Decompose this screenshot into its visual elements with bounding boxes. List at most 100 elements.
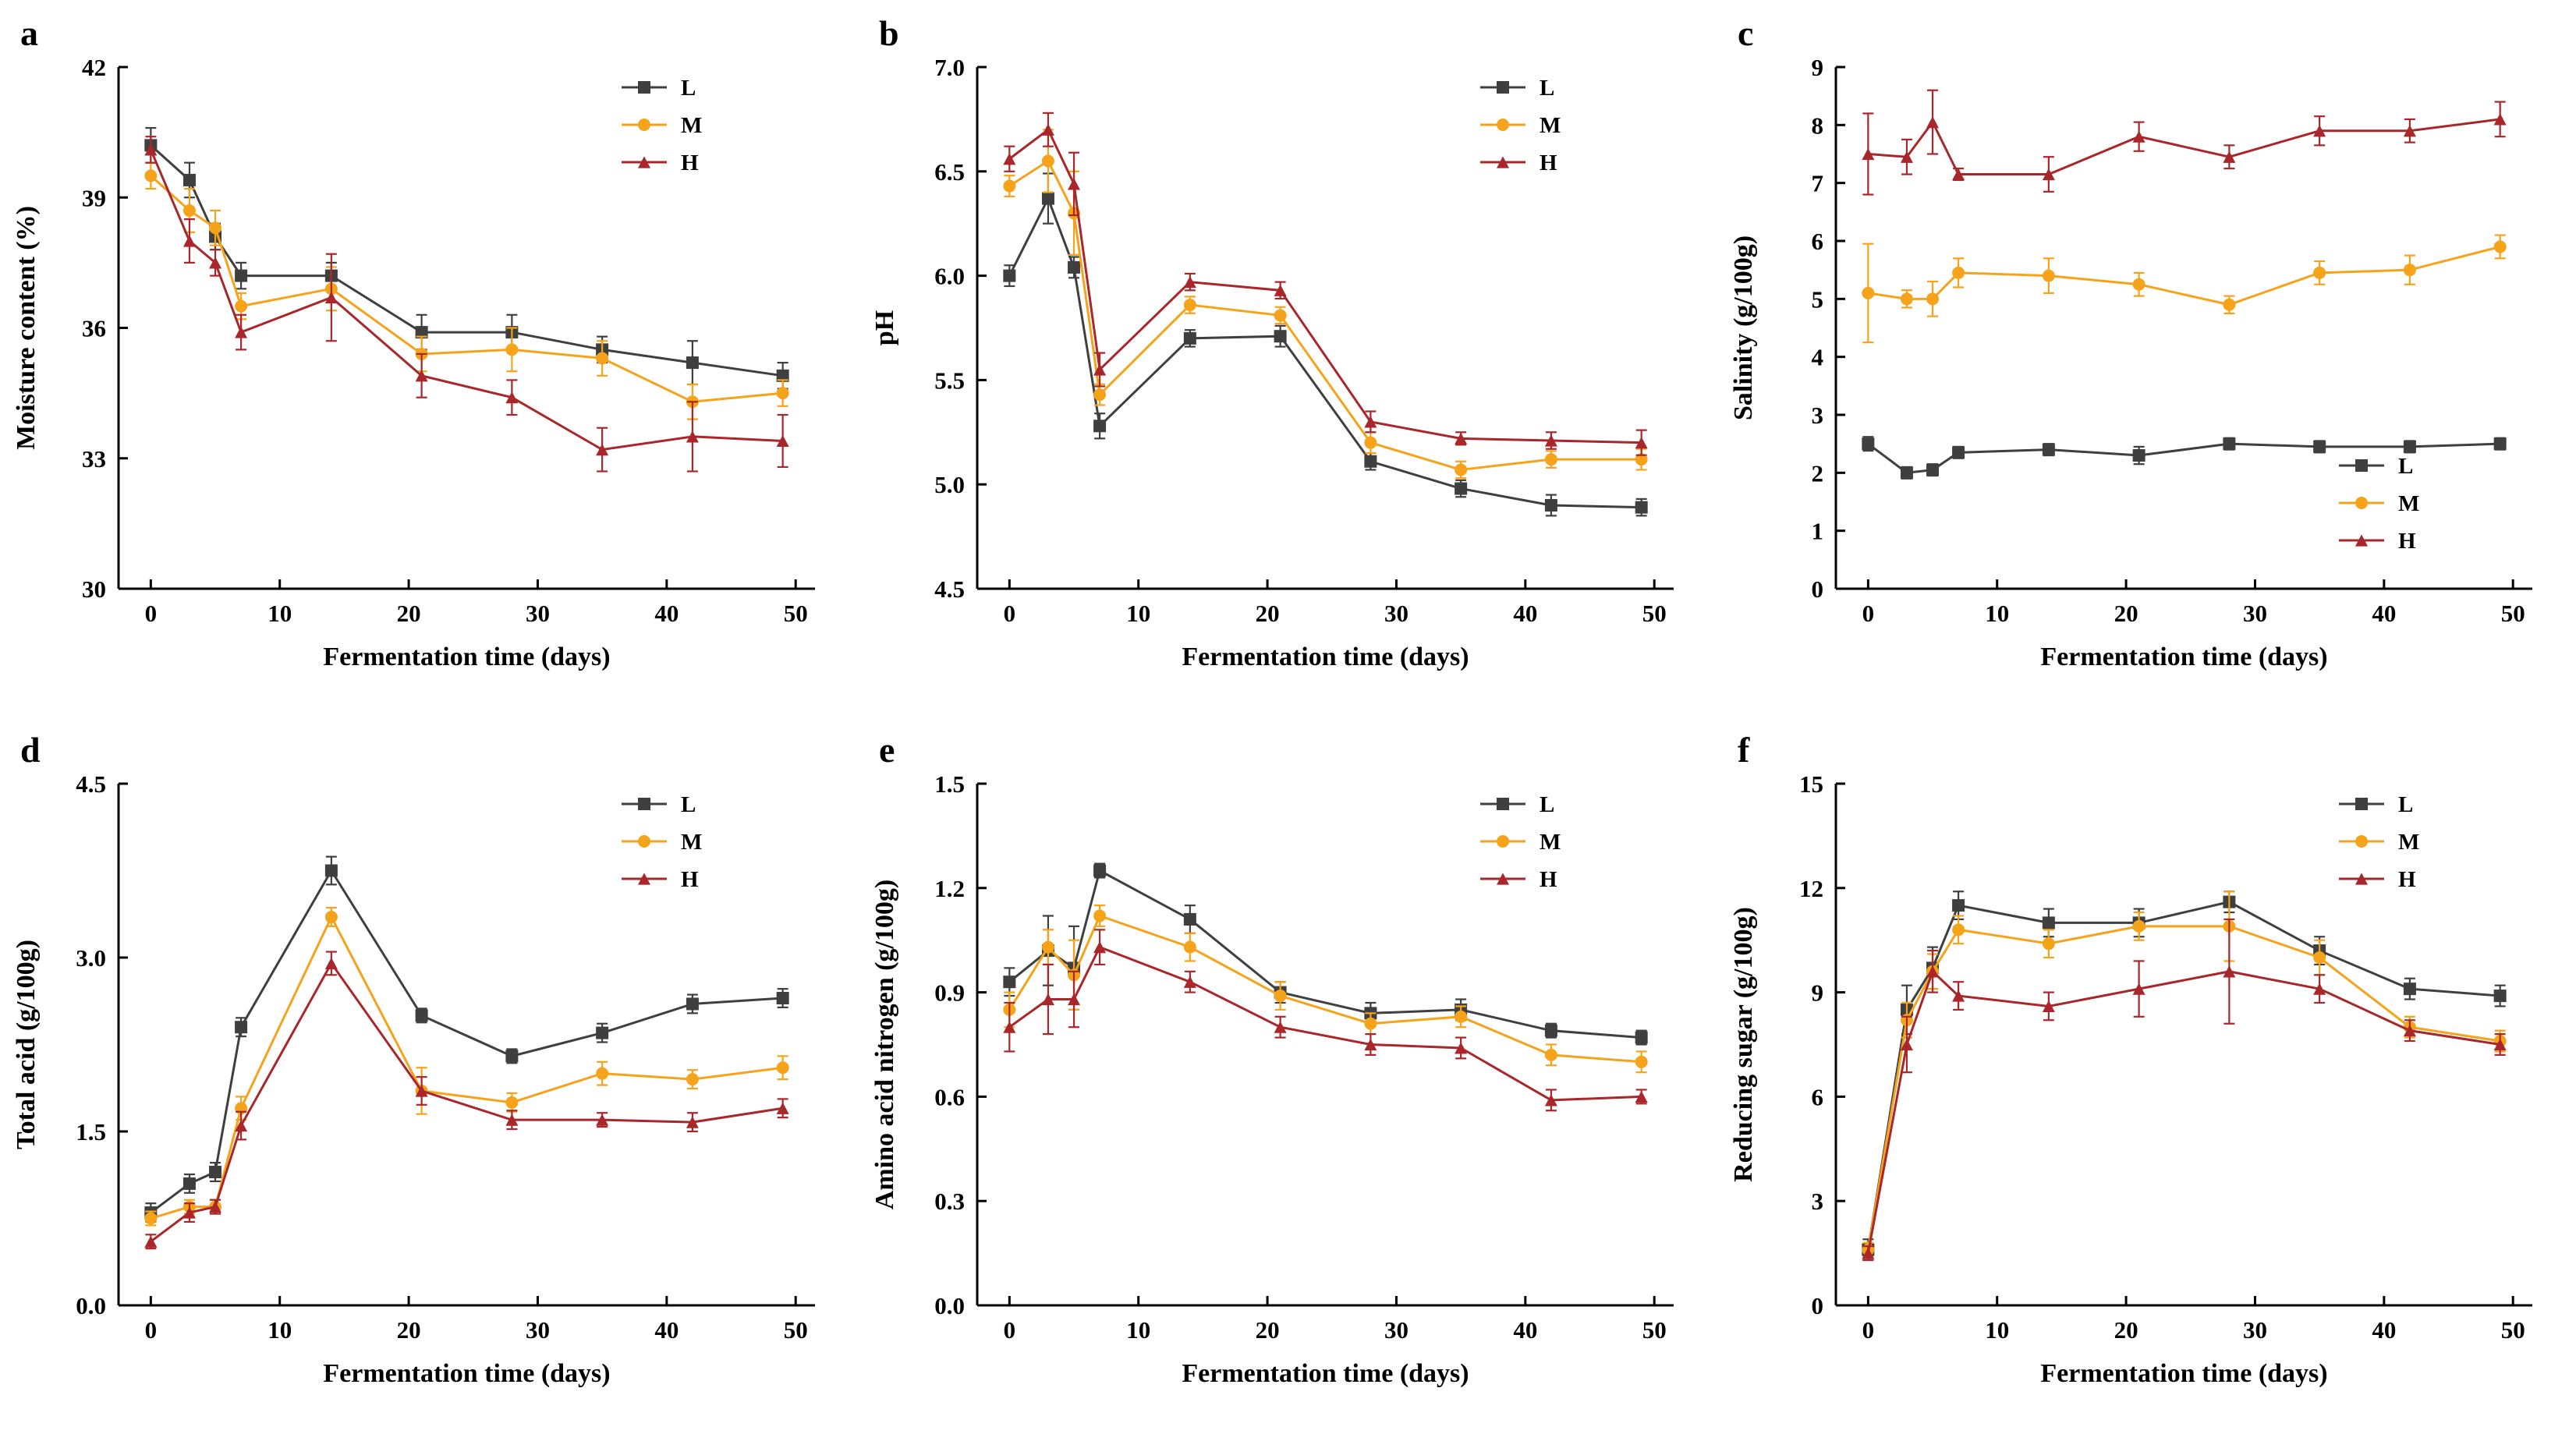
b-marker-M: [1364, 436, 1377, 449]
panel-a: a 0 10 20 30 40 50 30 33 36 39 42 Fermentation time …: [0, 0, 859, 717]
a-marker-L: [415, 326, 428, 339]
a-marker-M: [144, 169, 158, 182]
a-marker-H: [144, 143, 158, 156]
a-marker-L: [235, 269, 248, 282]
c-y-axis-title: Salinity (g/100g): [1729, 235, 1758, 420]
e-marker-H: [1635, 1090, 1648, 1103]
b-marker-H: [1364, 416, 1377, 428]
f-marker-H: [2223, 965, 2236, 978]
c-y-tick-label: 6: [1812, 228, 1824, 255]
d-marker-H: [144, 1235, 158, 1248]
c-x-tick-label: 10: [1985, 600, 2009, 627]
f-y-tick-label: 3: [1812, 1188, 1824, 1215]
b-y-tick-label: 7.0: [934, 54, 965, 81]
f-marker-H: [1926, 965, 1940, 978]
chart-ph: b 0 10 20 30 40 50 4.5 5.0 5.5 6.0 6.5 7.0 Fermentati…: [870, 13, 1674, 671]
d-x-tick-label: 20: [397, 1316, 421, 1344]
a-marker-H: [182, 235, 196, 247]
e-y-tick-label: 0.0: [934, 1292, 965, 1319]
f-y-tick-label: 9: [1812, 979, 1824, 1007]
legend-label-L: L: [681, 76, 696, 101]
e-legend: LMH: [1480, 792, 1561, 892]
b-marker-M: [1093, 388, 1107, 402]
a-x-tick-label: 30: [526, 600, 550, 627]
e-x-tick-label: 50: [1642, 1316, 1667, 1344]
c-marker-H: [1862, 147, 1875, 161]
a-marker-M: [209, 221, 222, 235]
chart-reducing-sugar: f 0 10 20 30 40 50 0 3 6 9 12 15 Fermentation time (d…: [1729, 730, 2532, 1388]
b-x-tick-label: 40: [1513, 600, 1537, 627]
f-marker-H: [1900, 1038, 1913, 1051]
b-marker-L: [1003, 269, 1016, 282]
c-marker-L: [1900, 466, 1913, 480]
a-marker-M: [182, 204, 196, 217]
d-marker-H: [209, 1201, 222, 1213]
f-marker-H: [2493, 1038, 2507, 1051]
f-marker-H: [1862, 1247, 1875, 1259]
b-series-H: [1003, 112, 1648, 456]
c-marker-M: [1926, 292, 1940, 306]
b-y-tick-label: 6.0: [934, 263, 965, 290]
b-marker-L: [1455, 482, 1468, 495]
d-x-axis-title: Fermentation time (days): [323, 1359, 610, 1388]
d-x-tick-label: 40: [654, 1316, 679, 1344]
a-marker-M: [235, 299, 248, 313]
e-marker-M: [1544, 1048, 1557, 1061]
f-x-tick-label: 40: [2372, 1316, 2396, 1344]
b-x-tick-label: 10: [1126, 600, 1150, 627]
c-y-tick-label: 5: [1812, 285, 1824, 313]
c-marker-M: [2223, 298, 2236, 311]
b-marker-H: [1455, 432, 1468, 444]
a-x-tick-label: 40: [654, 600, 679, 627]
f-x-tick-label: 20: [2114, 1316, 2138, 1344]
e-x-tick-label: 30: [1384, 1316, 1408, 1344]
d-marker-M: [144, 1212, 158, 1225]
e-line-H: [1008, 945, 1642, 1102]
c-marker-H: [2403, 125, 2416, 137]
b-marker-L: [1183, 331, 1196, 345]
b-y-tick-label: 5.5: [934, 366, 965, 394]
legend-marker-M: [1497, 119, 1509, 131]
d-marker-L: [209, 1166, 222, 1179]
a-line-H: [149, 149, 783, 451]
b-x-axis-title: Fermentation time (days): [1182, 643, 1469, 671]
b-y-axis-title: pH: [870, 310, 899, 345]
a-y-tick-label: 42: [82, 54, 106, 81]
c-marker-L: [2493, 437, 2507, 451]
d-marker-L: [596, 1026, 609, 1039]
b-marker-H: [1635, 437, 1648, 449]
e-marker-L: [1183, 912, 1196, 926]
chart-total-acid: d 0 10 20 30 40 50 0.0 1.5 3.0 4.5 Fermentation tim…: [12, 730, 815, 1388]
c-line-M: [1868, 245, 2501, 306]
c-x-tick-label: 30: [2243, 600, 2267, 627]
a-y-axis-title: Moisture content (%): [12, 206, 41, 450]
a-marker-L: [686, 356, 699, 370]
c-x-tick-label: 0: [1862, 600, 1875, 627]
legend-label-M: M: [2398, 830, 2419, 855]
e-marker-M: [1635, 1055, 1648, 1068]
b-y-tick-label: 4.5: [934, 575, 965, 603]
d-legend: LMH: [622, 792, 702, 892]
b-marker-M: [1544, 453, 1557, 466]
f-x-tick-label: 0: [1862, 1316, 1875, 1344]
a-marker-L: [776, 369, 789, 382]
e-marker-H: [1093, 941, 1107, 954]
legend-label-M: M: [681, 830, 702, 855]
c-x-tick-label: 50: [2501, 600, 2525, 627]
c-marker-H: [2042, 168, 2055, 181]
e-y-tick-label: 0.6: [934, 1083, 965, 1110]
b-marker-L: [1068, 260, 1081, 274]
c-y-tick-label: 9: [1812, 54, 1824, 81]
d-marker-L: [505, 1050, 519, 1063]
a-series-M: [144, 161, 789, 420]
e-series-M: [1003, 905, 1648, 1074]
chart-amino-acid-nitrogen: e 0 10 20 30 40 50 0.0 0.3 0.6 0.9 1.2 1.5 Fermentati…: [870, 730, 1674, 1388]
c-marker-H: [1952, 168, 1965, 181]
legend-label-M: M: [681, 113, 702, 138]
a-legend: LMH: [622, 76, 702, 175]
e-marker-M: [1093, 909, 1107, 922]
c-marker-H: [1900, 150, 1913, 163]
panel-f: f 0 10 20 30 40 50 0 3 6 9 12 15 Fermentation time (d…: [1717, 717, 2576, 1433]
e-marker-H: [1068, 993, 1081, 1006]
c-y-tick-label: 0: [1812, 575, 1824, 603]
